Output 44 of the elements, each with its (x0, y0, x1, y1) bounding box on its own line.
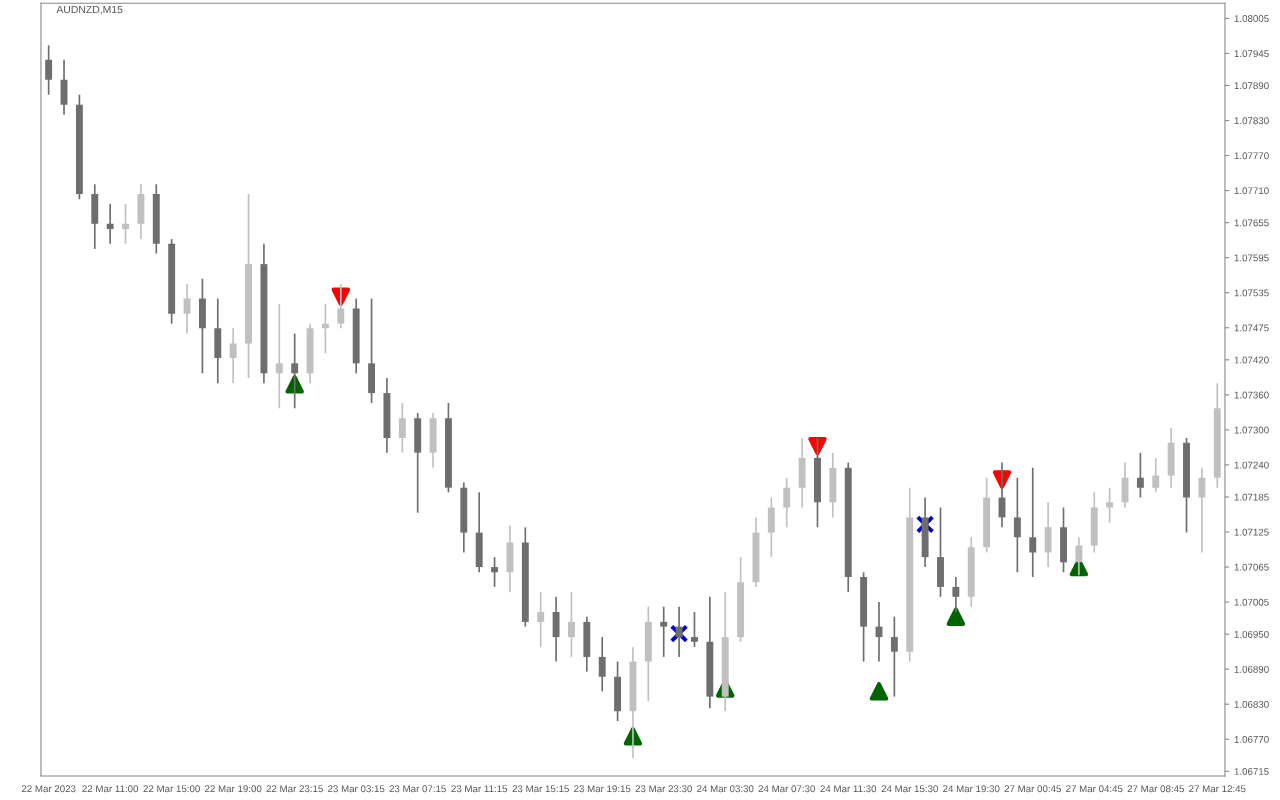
x-tick-label: 23 Mar 03:15 (328, 785, 385, 793)
y-tick-label: 1.08005 (1234, 15, 1269, 22)
x-tick-label: 27 Mar 08:45 (1127, 785, 1184, 793)
y-tick-label: 1.06770 (1234, 735, 1269, 743)
x-tick-label: 23 Mar 23:30 (635, 785, 692, 793)
y-tick-label: 1.07125 (1234, 528, 1269, 536)
y-tick-label: 1.07710 (1234, 187, 1269, 195)
y-tick-label: 1.07475 (1234, 324, 1269, 332)
y-tick-label: 1.07890 (1234, 82, 1269, 90)
x-tick-label: 24 Mar 11:30 (820, 785, 877, 793)
x-tick-label: 27 Mar 12:45 (1189, 785, 1246, 793)
y-tick-label: 1.07360 (1234, 391, 1269, 399)
x-tick-label: 24 Mar 19:30 (943, 785, 1000, 793)
y-tick-label: 1.06715 (1234, 768, 1269, 775)
y-tick-label: 1.07065 (1234, 563, 1269, 571)
y-tick-label: 1.07595 (1234, 254, 1269, 262)
x-tick-label: 22 Mar 15:00 (143, 785, 200, 793)
x-tick-label: 27 Mar 04:45 (1066, 785, 1123, 793)
y-tick-label: 1.07535 (1234, 289, 1269, 297)
x-tick-label: 24 Mar 03:30 (697, 785, 754, 793)
y-tick-label: 1.07945 (1234, 50, 1269, 58)
x-tick-label: 22 Mar 2023 (21, 785, 76, 793)
chart-title: AUDNZD,M15 (56, 5, 123, 15)
y-tick-label: 1.07655 (1234, 219, 1269, 227)
y-tick-label: 1.07420 (1234, 356, 1269, 364)
x-tick-label: 24 Mar 07:30 (758, 785, 815, 793)
x-tick-label: 22 Mar 23:15 (266, 785, 323, 793)
y-tick-label: 1.07240 (1234, 461, 1269, 469)
x-tick-label: 23 Mar 15:15 (512, 785, 569, 793)
y-tick-label: 1.06830 (1234, 700, 1269, 708)
y-tick-label: 1.07300 (1234, 426, 1269, 434)
x-tick-label: 24 Mar 15:30 (881, 785, 939, 793)
y-tick-label: 1.07830 (1234, 117, 1269, 125)
y-tick-label: 1.07185 (1234, 493, 1269, 501)
x-tick-label: 23 Mar 07:15 (389, 785, 446, 793)
x-tick-label: 22 Mar 11:00 (82, 785, 139, 793)
y-tick-label: 1.07770 (1234, 152, 1269, 160)
x-tick-label: 23 Mar 19:15 (574, 785, 631, 793)
y-tick-label: 1.07005 (1234, 598, 1269, 606)
x-tick-label: 23 Mar 11:15 (451, 785, 508, 793)
y-tick-label: 1.06890 (1234, 665, 1269, 673)
x-tick-label: 27 Mar 00:45 (1004, 785, 1061, 793)
y-tick-label: 1.06950 (1234, 630, 1269, 638)
x-tick-label: 22 Mar 19:00 (205, 785, 262, 793)
